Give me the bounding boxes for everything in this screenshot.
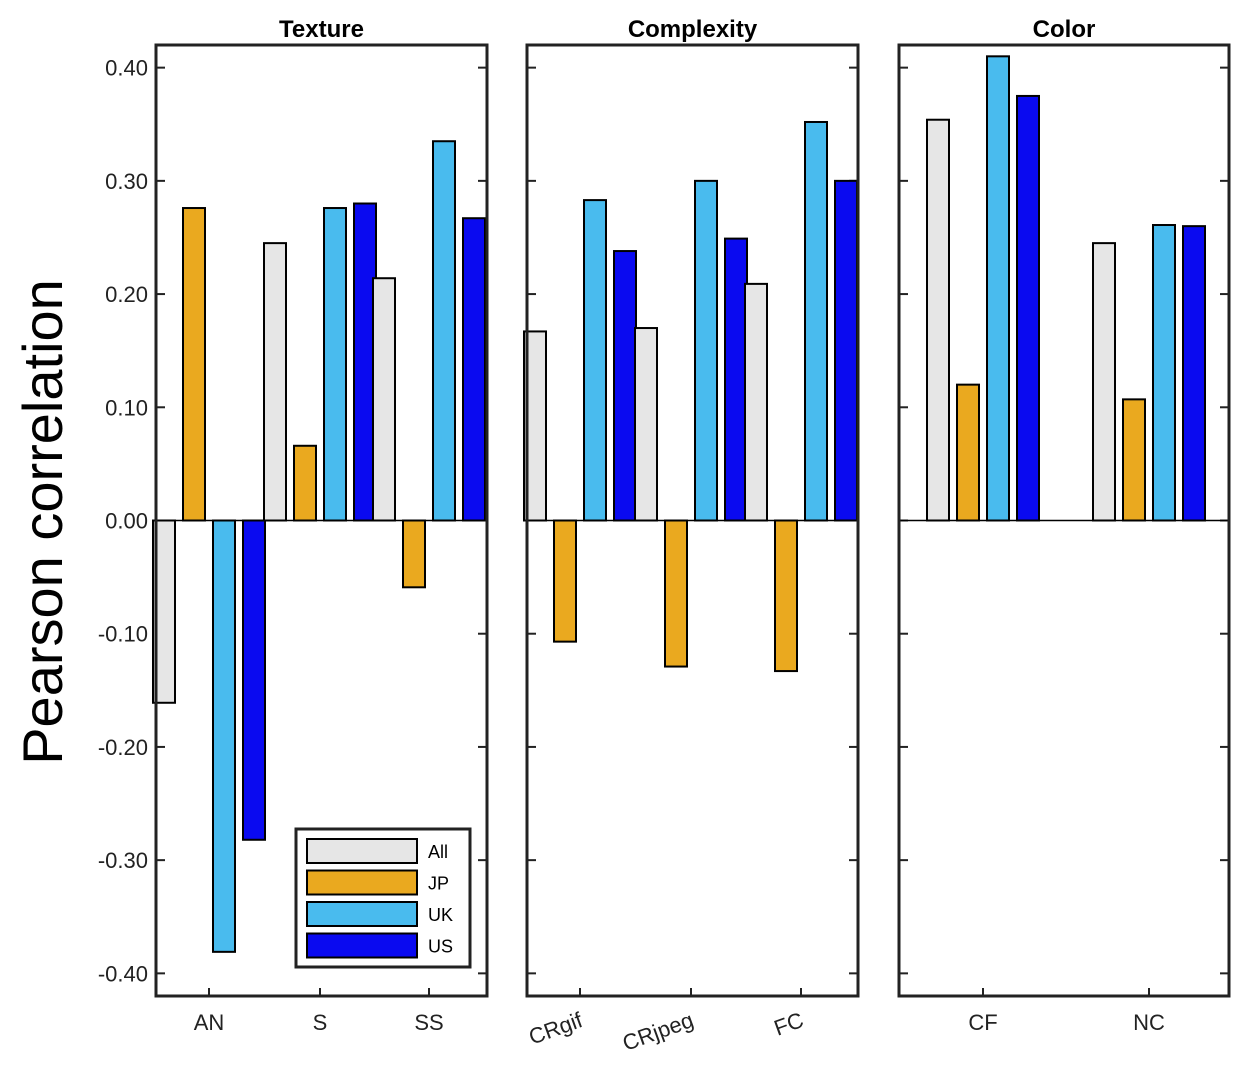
y-tick-label: -0.40 [98, 961, 148, 986]
bar-crjpeg-all [634, 327, 658, 522]
bar-ss-uk [432, 140, 456, 522]
y-tick-label: 0.00 [105, 509, 148, 534]
y-tick-label: 0.40 [105, 56, 148, 81]
bar-ss-us [462, 217, 486, 522]
bar-cf-all [926, 118, 950, 522]
bar-nc-us [1182, 225, 1206, 522]
bar-crgif-uk [583, 199, 607, 522]
y-tick-label: -0.30 [98, 848, 148, 873]
bar-ss-all [372, 277, 396, 522]
bar-crgif-us [613, 250, 637, 522]
y-axis-label: Pearson correlation [11, 279, 74, 765]
legend-label-us: US [428, 937, 453, 957]
legend-swatch-us [306, 932, 418, 959]
legend-swatch-jp [306, 869, 418, 896]
x-tick-label: CRjpeg [619, 1007, 697, 1056]
x-tick-label: AN [194, 1010, 225, 1035]
panels-layer: Texture 0.40 0.30 0.20 0.10 0.00 -0.10 -0.20 -0.… [98, 16, 1231, 1056]
x-tick-label: NC [1133, 1010, 1165, 1035]
y-tick-label: -0.10 [98, 622, 148, 647]
y-tick-label: -0.20 [98, 735, 148, 760]
bar-crjpeg-jp [664, 519, 688, 668]
panel-complexity: Complexity CRgif CRjpeg FC [523, 16, 860, 1056]
panel-frame [154, 43, 489, 998]
bar-cf-jp [956, 383, 980, 522]
bar-nc-uk [1152, 224, 1176, 522]
y-tick-label: 0.30 [105, 169, 148, 194]
x-tick-label: CRgif [525, 1007, 586, 1050]
panel-texture: Texture 0.40 0.30 0.20 0.10 0.00 -0.10 -0.20 -0.… [98, 16, 489, 1035]
legend-label-uk: UK [428, 905, 453, 925]
legend-swatch-uk [306, 901, 418, 927]
bar-crjpeg-us [724, 237, 748, 522]
legend-label-jp: JP [428, 874, 449, 894]
bar-nc-jp [1122, 398, 1146, 522]
bar-s-jp [293, 444, 317, 522]
bar-s-uk [323, 207, 347, 522]
bar-fc-jp [774, 519, 798, 673]
x-tick-label: CF [968, 1010, 997, 1035]
panel-frame [897, 43, 1231, 998]
x-tick-label: FC [771, 1007, 807, 1041]
y-tick-label: 0.10 [105, 395, 148, 420]
y-tick-label: 0.20 [105, 282, 148, 307]
bar-ss-jp [402, 519, 426, 589]
panel-title: Complexity [628, 16, 758, 43]
bar-crgif-jp [553, 519, 577, 643]
bar-an-uk [212, 519, 236, 953]
bar-fc-us [834, 179, 858, 522]
panel-frame [525, 43, 860, 998]
bar-an-us [242, 519, 266, 841]
legend-swatch-all [306, 838, 418, 864]
bar-nc-all [1092, 242, 1116, 522]
x-tick-label: S [313, 1010, 328, 1035]
panel-title: Texture [279, 16, 364, 43]
bar-crjpeg-uk [694, 179, 718, 522]
bar-fc-all [744, 282, 768, 522]
bar-cf-uk [986, 55, 1010, 522]
bar-an-jp [182, 207, 206, 522]
bar-cf-us [1016, 94, 1040, 522]
legend: All JP UK US [294, 827, 472, 969]
x-tick-label: SS [414, 1010, 443, 1035]
panel-color: Color CF NC [897, 16, 1231, 1035]
bar-fc-uk [804, 120, 828, 522]
panel-title: Color [1033, 16, 1096, 43]
legend-label-all: All [428, 842, 448, 862]
bar-s-all [263, 242, 287, 522]
